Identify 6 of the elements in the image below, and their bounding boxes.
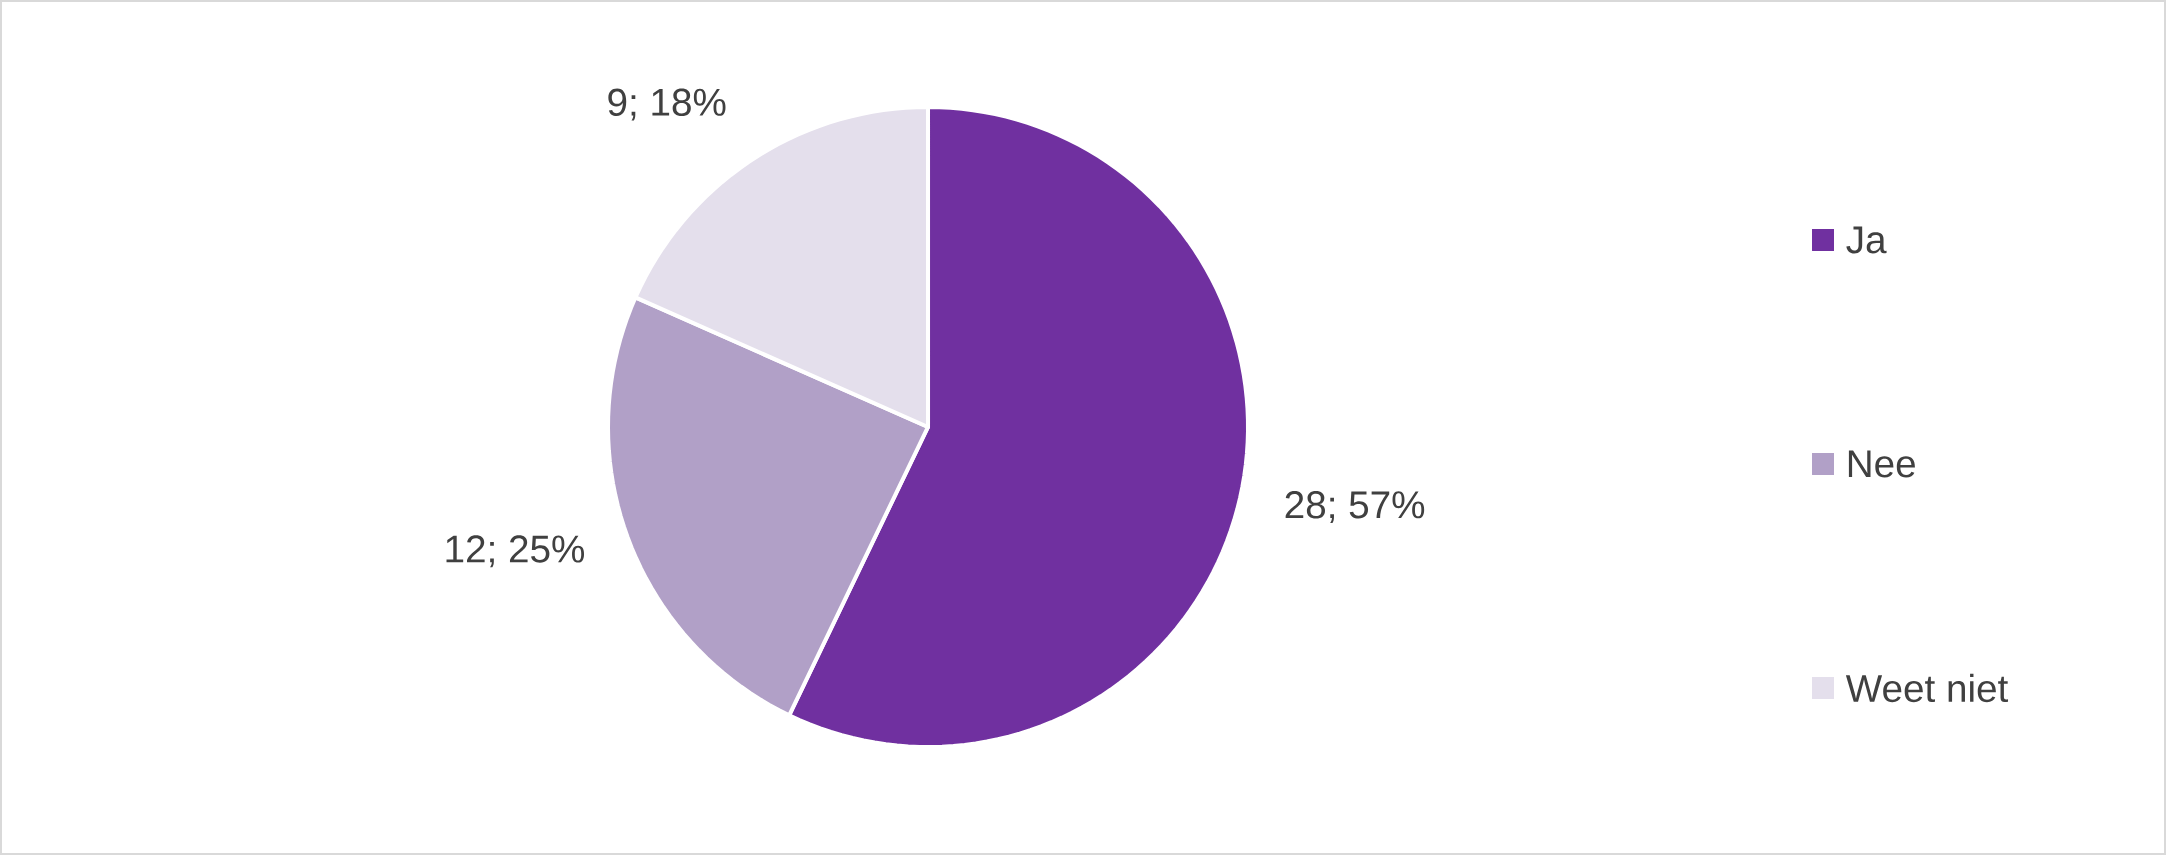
legend-label: Nee — [1848, 450, 1915, 478]
legend-label: Weet niet — [1845, 673, 2009, 703]
data-label: 28; 57% — [1285, 491, 1425, 524]
legend-label: Ja — [1846, 226, 1887, 254]
data-label: 12; 25% — [446, 535, 585, 568]
data-label: 9; 18% — [608, 88, 726, 121]
